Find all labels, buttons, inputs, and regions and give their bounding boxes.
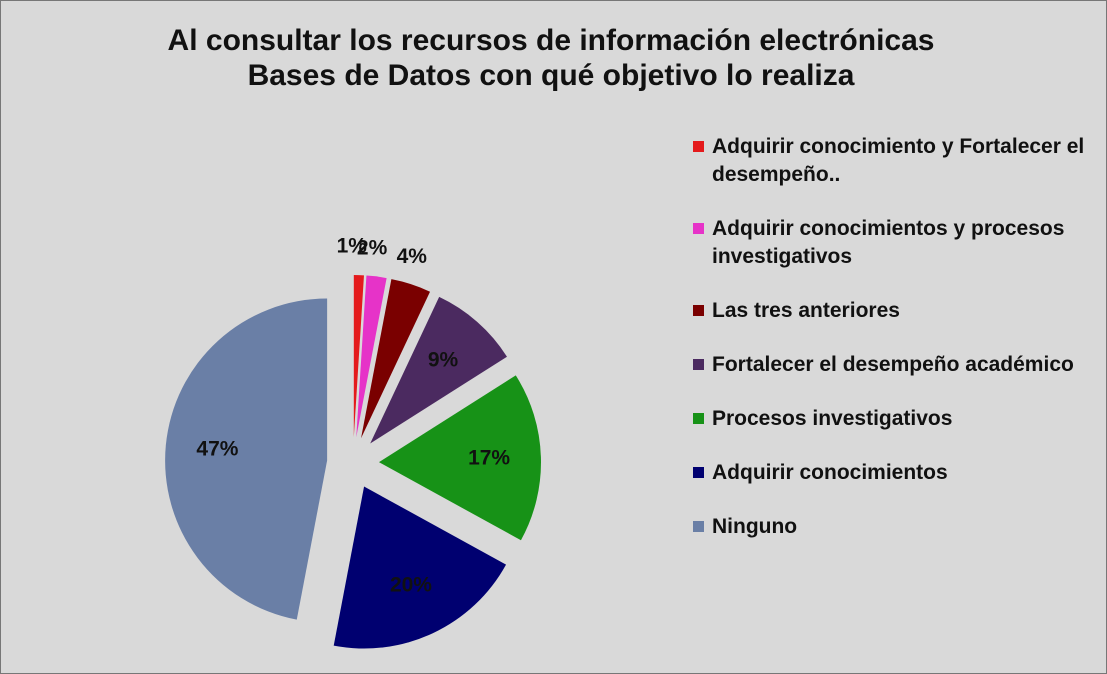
pie-slice [378,375,541,541]
legend-item: Adquirir conocimiento y Fortalecer el de… [693,133,1093,189]
data-label: 2% [357,236,388,259]
legend-item: Las tres anteriores [693,297,1093,325]
legend-label: Procesos investigativos [712,407,953,430]
data-label: 17% [468,446,510,469]
pie-slice [333,486,507,649]
data-label: 47% [196,438,238,461]
legend-swatch [693,223,704,234]
legend-item: Procesos investigativos [693,405,1093,433]
legend-item: Ninguno [693,513,1093,541]
chart-title: Al consultar los recursos de información… [167,24,935,92]
legend-label: Adquirir conocimiento y Fortalecer el de… [712,135,1085,186]
legend-label: Ninguno [712,515,798,538]
legend-item: Adquirir conocimientos [693,459,1093,487]
pie-slice [361,279,431,439]
pie-slice [370,296,507,444]
legend-label: Adquirir conocimientos [712,461,948,484]
data-label: 1% [337,235,368,258]
legend-item: Adquirir conocimientos y procesos invest… [693,215,1093,271]
legend-swatch [693,467,704,478]
pie-slice [356,275,387,438]
legend: Adquirir conocimiento y Fortalecer el de… [693,133,1093,567]
legend-swatch [693,413,704,424]
legend-label: Fortalecer el desempeño académico [712,353,1074,376]
data-label: 4% [397,245,428,268]
pie-slice [165,298,328,620]
legend-swatch [693,141,704,152]
legend-item: Fortalecer el desempeño académico [693,351,1093,379]
data-label: 9% [428,348,459,371]
legend-swatch [693,359,704,370]
legend-swatch [693,521,704,532]
pie-slice [353,275,364,438]
legend-label: Las tres anteriores [712,299,900,322]
data-label: 20% [390,574,432,597]
legend-label: Adquirir conocimientos y procesos invest… [712,217,1065,268]
legend-swatch [693,305,704,316]
